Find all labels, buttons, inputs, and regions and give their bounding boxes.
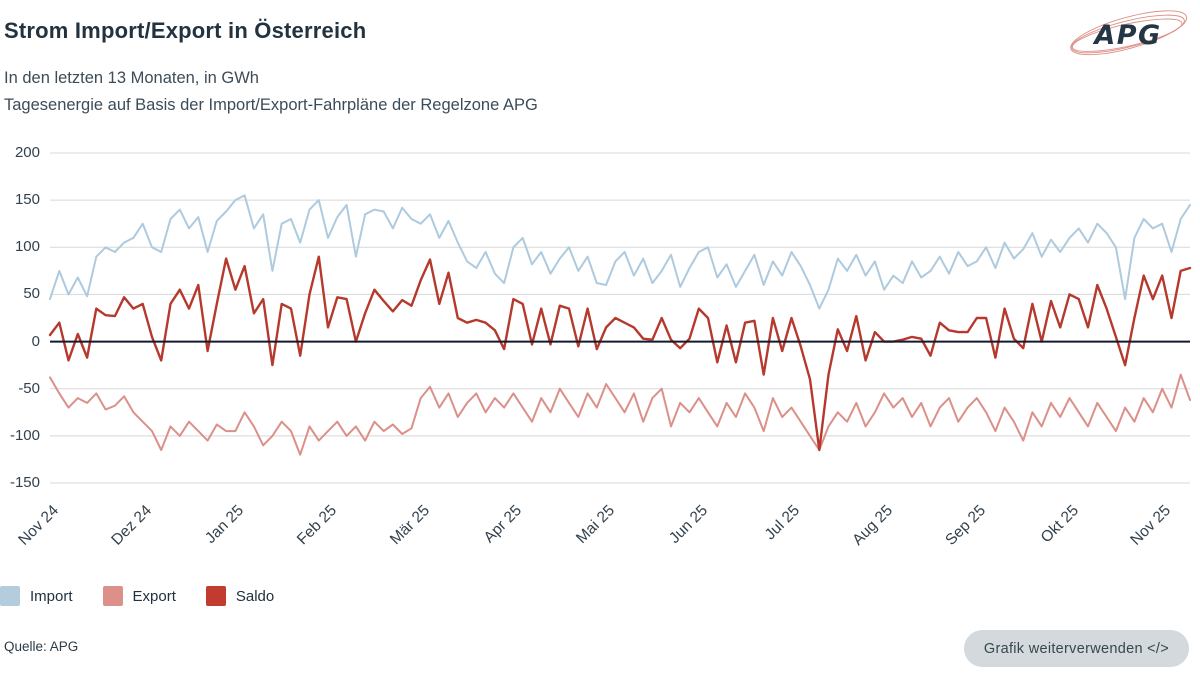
y-axis-label: 200 [14, 144, 40, 161]
source-label: Quelle: APG [4, 639, 79, 654]
legend-label: Export [132, 587, 176, 605]
import-line [49, 194, 1191, 310]
legend-item-export[interactable]: Export [102, 586, 176, 606]
legend-label: Import [30, 587, 73, 605]
y-axis-label: 0 [31, 332, 40, 350]
chart-plot-area [0, 140, 1200, 510]
x-axis-label: Okt 25 [1037, 502, 1082, 547]
x-axis-label: Aug 25 [849, 502, 897, 549]
legend-label: Saldo [235, 587, 275, 605]
x-axis-label: Feb 25 [293, 502, 341, 549]
legend-item-saldo[interactable]: Saldo [205, 586, 275, 606]
y-axis: 200 150 100 50 0 -50 -100 -150 [0, 0, 42, 675]
y-axis-label: 100 [14, 238, 40, 256]
legend: Import Export Saldo [0, 586, 274, 606]
legend-swatch-export [102, 586, 123, 606]
apg-swoosh-icon [1070, 10, 1188, 56]
apg-logo: APG [1070, 10, 1188, 56]
apg-logo-text: APG [1092, 20, 1161, 51]
x-axis-label: Nov 24 [15, 502, 63, 549]
subtitle-period: In den letzten 13 Monaten, in GWh [4, 69, 259, 87]
page-title: Strom Import/Export in Österreich [4, 18, 367, 43]
legend-swatch-import [0, 586, 20, 606]
x-axis-label: Jan 25 [202, 502, 248, 547]
chart-canvas [48, 152, 1192, 484]
x-axis-label: Mär 25 [386, 502, 433, 549]
x-axis-label: Apr 25 [481, 502, 526, 547]
legend-swatch-saldo [205, 586, 226, 606]
saldo-line [48, 255, 1192, 452]
export-line [49, 373, 1191, 456]
subtitle-description: Tagesenergie auf Basis der Import/Export… [4, 96, 538, 114]
y-axis-label: 150 [14, 191, 40, 209]
reuse-chart-button[interactable]: Grafik weiterverwenden </> [963, 630, 1189, 667]
x-axis-label: Jun 25 [665, 502, 711, 547]
y-axis-label: 50 [23, 285, 40, 303]
x-axis-label: Jul 25 [762, 502, 804, 544]
x-axis-label: Mai 25 [573, 502, 619, 547]
x-axis-label: Nov 25 [1127, 502, 1175, 549]
legend-item-import[interactable]: Import [0, 586, 73, 606]
x-axis: Nov 24 Dez 24 Jan 25 Feb 25 Mär 25 Apr 25 Mai … [0, 500, 1200, 580]
y-axis-label: -100 [9, 426, 40, 444]
y-axis-label: -50 [18, 379, 40, 397]
x-axis-label: Dez 24 [107, 502, 155, 549]
y-axis-label: -150 [9, 474, 40, 491]
x-axis-label: Sep 25 [942, 502, 989, 549]
